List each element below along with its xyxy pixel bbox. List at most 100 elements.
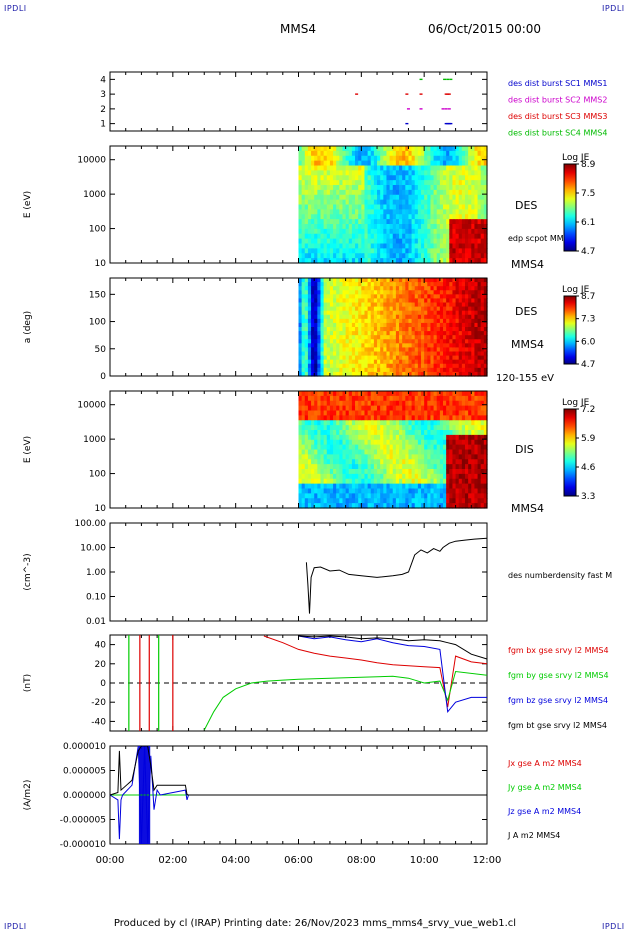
- spectrogram-cell: [342, 209, 347, 215]
- spectrogram-cell: [411, 290, 416, 295]
- spectrogram-cell: [446, 400, 450, 407]
- spectrogram-cell: [458, 170, 463, 176]
- spectrogram-cell: [345, 155, 350, 162]
- spectrogram-cell: [474, 318, 479, 324]
- spectrogram-cell: [311, 488, 315, 494]
- spectrogram-cell: [439, 214, 444, 220]
- spectrogram-cell: [461, 306, 466, 312]
- spectrogram-cell: [367, 322, 372, 328]
- spectrogram-cell: [471, 430, 476, 436]
- spectrogram-cell: [329, 478, 334, 485]
- spectrogram-cell: [421, 449, 425, 455]
- spectrogram-cell: [367, 248, 372, 254]
- spectrogram-cell: [329, 310, 334, 316]
- spectrogram-cell: [377, 243, 381, 249]
- spectrogram-cell: [311, 351, 315, 357]
- spectrogram-cell: [471, 331, 476, 336]
- spectrogram-cell: [455, 327, 460, 332]
- colorbar-tick-label-2: 6.0: [581, 337, 596, 347]
- spectrogram-cell: [314, 347, 318, 353]
- spectrogram-cell: [333, 347, 337, 353]
- spectrogram-cell: [389, 302, 394, 308]
- spectrogram-cell: [465, 503, 469, 509]
- spectrogram-cell: [458, 363, 463, 369]
- spectrogram-cell: [367, 400, 372, 407]
- spectrogram-cell: [355, 248, 359, 254]
- spectrogram-cell: [361, 434, 366, 441]
- spectrogram-cell: [483, 294, 488, 300]
- spectrogram-cell: [336, 430, 340, 436]
- spectrogram-cell: [414, 204, 419, 210]
- y-tick-label-4: 0.01: [86, 617, 106, 627]
- spectrogram-cell: [329, 503, 334, 509]
- spectrogram-cell: [483, 282, 488, 287]
- spectrogram-cell: [348, 410, 353, 416]
- spectrogram-cell: [345, 243, 350, 249]
- spectrogram-cell: [317, 165, 322, 171]
- spectrogram-cell: [298, 503, 303, 509]
- spectrogram-cell: [433, 331, 438, 336]
- spectrogram-cell: [370, 189, 375, 196]
- spectrogram-cell: [345, 400, 350, 407]
- spectrogram-cell: [336, 243, 340, 249]
- spectrogram-cell: [449, 464, 454, 470]
- spectrogram-cell: [314, 473, 318, 480]
- spectrogram-cell: [361, 363, 366, 369]
- spectrogram-cell: [345, 483, 350, 490]
- spectrogram-cell: [386, 165, 391, 171]
- spectrogram-cell: [443, 185, 447, 191]
- spectrogram-cell: [367, 290, 372, 295]
- spectrogram-cell: [395, 224, 400, 230]
- spectrogram-cell: [424, 483, 428, 490]
- spectrogram-cell: [424, 449, 428, 455]
- spectrogram-cell: [317, 339, 322, 344]
- spectrogram-cell: [351, 155, 356, 162]
- spectrogram-cell: [301, 322, 306, 328]
- spectrogram-cell: [474, 278, 479, 283]
- spectrogram-cell: [370, 395, 375, 402]
- spectrogram-cell: [298, 219, 303, 225]
- spectrogram-cell: [474, 493, 479, 499]
- spectrogram-cell: [348, 425, 353, 431]
- spectrogram-cell: [411, 185, 416, 191]
- spectrogram-cell: [392, 439, 397, 446]
- spectrogram-cell: [471, 243, 476, 249]
- spectrogram-cell: [427, 367, 432, 373]
- spectrogram-cell: [298, 314, 303, 320]
- spectrogram-cell: [468, 478, 472, 485]
- spectrogram-cell: [377, 290, 381, 295]
- spectrogram-cell: [430, 335, 435, 340]
- spectrogram-cell: [455, 359, 460, 365]
- spectrogram-cell: [483, 170, 488, 176]
- spectrogram-cell: [427, 434, 432, 441]
- spectrogram-cell: [392, 204, 397, 210]
- spectrogram-cell: [433, 286, 438, 291]
- spectrogram-cell: [461, 359, 466, 365]
- spectrogram-cell: [480, 335, 485, 340]
- spectrogram-cell: [333, 290, 337, 295]
- spectrogram-cell: [389, 444, 394, 451]
- spectrogram-cell: [408, 314, 413, 320]
- spectrogram-cell: [367, 363, 372, 369]
- panel-unit-des-pitch: MMS4: [511, 338, 544, 351]
- spectrogram-cell: [405, 233, 410, 240]
- spectrogram-cell: [301, 434, 306, 441]
- spectrogram-cell: [345, 327, 350, 332]
- spectrogram-cell: [364, 214, 369, 220]
- spectrogram-cell: [424, 228, 428, 235]
- spectrogram-cell: [433, 233, 438, 240]
- spectrogram-cell: [461, 488, 466, 494]
- spectrogram-cell: [405, 194, 410, 201]
- spectrogram-cell: [433, 146, 438, 152]
- spectrogram-cell: [468, 165, 472, 171]
- spectrogram-cell: [408, 335, 413, 340]
- spectrogram-cell: [351, 434, 356, 441]
- spectrogram-cell: [326, 488, 331, 494]
- spectrogram-cell: [342, 238, 347, 245]
- spectrogram-cell: [417, 314, 422, 320]
- spectrogram-cell: [430, 224, 435, 230]
- spectrogram-cell: [430, 410, 435, 416]
- burst-mark-sc4: [419, 78, 423, 81]
- spectrogram-cell: [465, 282, 469, 287]
- spectrogram-cell: [411, 302, 416, 308]
